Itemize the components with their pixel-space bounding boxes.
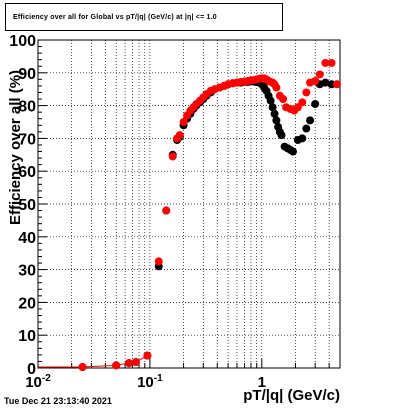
data-point xyxy=(266,96,275,105)
y-tick-label: 10 xyxy=(18,328,36,345)
data-point xyxy=(298,134,307,143)
data-point xyxy=(162,206,171,215)
y-tick-label: 70 xyxy=(18,131,36,148)
y-tick-label: 30 xyxy=(18,263,36,280)
data-point xyxy=(332,80,341,89)
y-axis-label: Efficiency over all (%) xyxy=(7,70,24,225)
y-tick-label: 60 xyxy=(18,164,36,181)
low-pt-error-bar xyxy=(128,361,136,364)
data-point xyxy=(168,152,177,161)
low-pt-error-bar xyxy=(135,355,148,363)
tick-labels: 0 10 20 30 40 50 60 70 80 90 100 10-2 10-1 1 xyxy=(9,33,266,391)
data-point xyxy=(277,131,286,140)
data-point xyxy=(175,131,184,140)
data-point xyxy=(288,147,297,156)
chart-title: Efficiency over all for Global vs pT/|q|… xyxy=(13,14,217,21)
y-tick-label: 0 xyxy=(27,361,36,378)
data-point xyxy=(321,78,330,87)
y-tick-label: 20 xyxy=(18,295,36,312)
x-tick-label: 10-1 xyxy=(137,373,163,391)
data-point xyxy=(298,98,307,107)
axis-ticks xyxy=(38,39,330,369)
low-pt-error-bar xyxy=(82,364,117,368)
data-point xyxy=(302,88,311,97)
data-point xyxy=(306,116,315,125)
data-points xyxy=(38,58,341,372)
data-point xyxy=(154,257,163,266)
data-point xyxy=(302,124,311,133)
data-point xyxy=(270,109,279,118)
data-point xyxy=(272,83,281,92)
timestamp: Tue Dec 21 23:13:40 2021 xyxy=(4,396,112,406)
series-1 xyxy=(78,58,341,372)
data-point xyxy=(327,80,336,89)
low-pt-error-bar xyxy=(116,362,130,366)
data-point xyxy=(268,103,277,112)
data-point xyxy=(179,118,188,126)
x-tick-label: 10-2 xyxy=(25,373,51,391)
chart-title-box: Efficiency over all for Global vs pT/|q|… xyxy=(5,3,283,31)
y-tick-label: 80 xyxy=(18,99,36,116)
data-point xyxy=(315,70,324,79)
data-point xyxy=(311,99,320,108)
y-tick-label: 90 xyxy=(18,66,36,83)
data-point xyxy=(327,58,336,67)
y-tick-label: 100 xyxy=(9,33,36,50)
data-point xyxy=(321,58,330,67)
data-point xyxy=(279,95,288,104)
data-point xyxy=(272,116,281,125)
y-tick-label: 40 xyxy=(18,230,36,247)
x-axis-label: pT/|q| (GeV/c) xyxy=(243,387,340,404)
data-point xyxy=(311,77,320,85)
x-tick-label: 1 xyxy=(258,374,266,391)
y-tick-label: 50 xyxy=(18,197,36,214)
